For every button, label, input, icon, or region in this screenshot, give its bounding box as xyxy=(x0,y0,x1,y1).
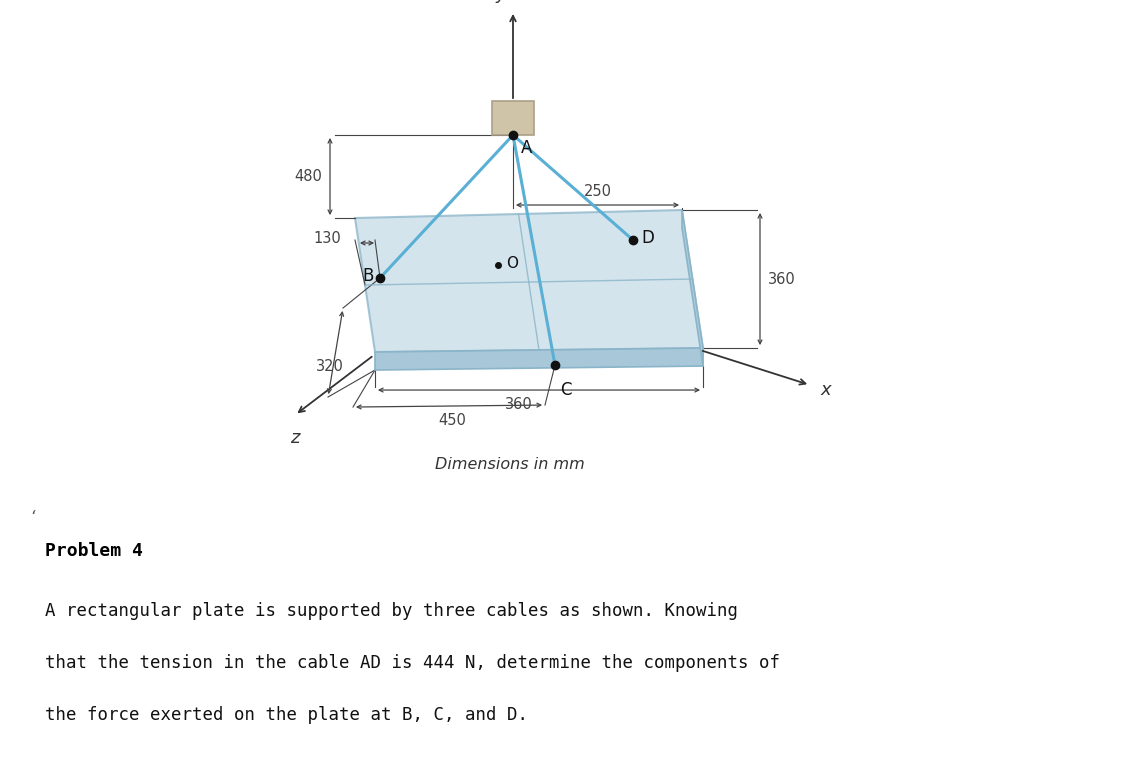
Text: 130: 130 xyxy=(313,231,341,245)
Text: Problem 4: Problem 4 xyxy=(45,542,143,560)
Text: A rectangular plate is supported by three cables as shown. Knowing: A rectangular plate is supported by thre… xyxy=(45,602,738,620)
Text: ‘: ‘ xyxy=(30,509,35,526)
Polygon shape xyxy=(682,210,703,366)
Polygon shape xyxy=(356,210,703,352)
Polygon shape xyxy=(375,348,703,370)
Text: 480: 480 xyxy=(294,169,322,184)
Text: 360: 360 xyxy=(505,397,533,412)
Text: x: x xyxy=(820,381,830,399)
Text: that the tension in the cable AD is 444 N, determine the components of: that the tension in the cable AD is 444 … xyxy=(45,654,780,672)
Text: 360: 360 xyxy=(768,272,795,287)
Text: C: C xyxy=(560,381,572,399)
Text: O: O xyxy=(506,256,518,270)
Text: the force exerted on the plate at B, C, and D.: the force exerted on the plate at B, C, … xyxy=(45,706,528,724)
Text: D: D xyxy=(641,229,654,247)
Text: z: z xyxy=(290,429,299,447)
Text: A: A xyxy=(521,139,532,157)
Text: y: y xyxy=(496,0,506,3)
Text: B: B xyxy=(362,267,374,285)
Text: Dimensions in mm: Dimensions in mm xyxy=(435,456,585,472)
Text: 320: 320 xyxy=(315,359,343,374)
Text: 250: 250 xyxy=(584,183,612,198)
FancyBboxPatch shape xyxy=(492,101,534,135)
Text: 450: 450 xyxy=(439,413,467,428)
